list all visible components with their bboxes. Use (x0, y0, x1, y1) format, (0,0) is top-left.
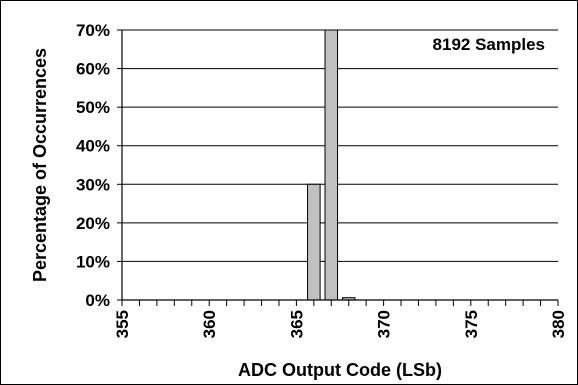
y-tick-label-70: 70% (76, 21, 110, 40)
bars (307, 29, 356, 301)
x-tick-labels: 355 360 365 370 375 380 (113, 310, 568, 338)
samples-annotation: 8192 Samples (433, 35, 545, 54)
x-axis-label: ADC Output Code (LSb) (238, 360, 442, 380)
y-tick-label-10: 10% (76, 252, 110, 271)
y-axis-label: Percentage of Occurrences (30, 48, 50, 282)
y-tick-label-60: 60% (76, 60, 110, 79)
y-tick-label-0: 0% (85, 291, 110, 310)
x-tick-label-380: 380 (549, 310, 568, 338)
y-tick-label-20: 20% (76, 214, 110, 233)
y-tick-label-40: 40% (76, 137, 110, 156)
bar-366 (307, 183, 321, 301)
bar-367 (324, 29, 339, 301)
x-tick-label-375: 375 (462, 310, 481, 338)
x-tick-label-360: 360 (200, 310, 219, 338)
gridlines (122, 29, 558, 262)
x-tick-label-365: 365 (287, 310, 306, 338)
x-tick-label-355: 355 (113, 310, 132, 338)
y-tick-label-50: 50% (76, 98, 110, 117)
x-tick-label-370: 370 (375, 310, 394, 338)
y-tick-labels: 0% 10% 20% 30% 40% 50% 60% 70% (76, 21, 110, 310)
y-tick-label-30: 30% (76, 175, 110, 194)
axes (117, 29, 559, 306)
